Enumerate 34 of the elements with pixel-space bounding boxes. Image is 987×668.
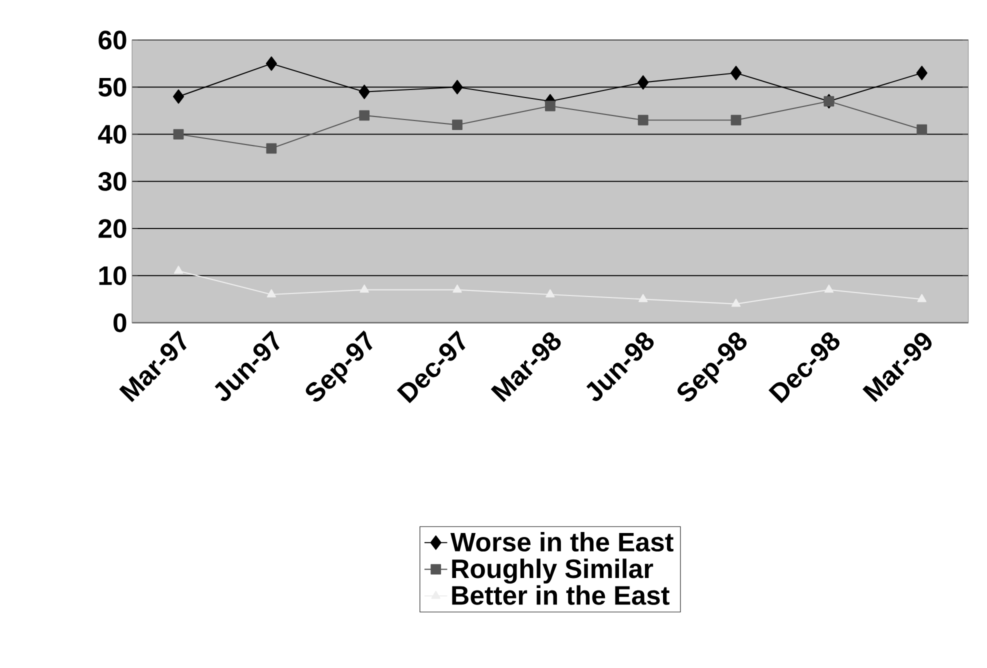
y-tick-label: 60	[98, 30, 126, 50]
y-tick-label: 0	[114, 313, 126, 332]
point	[731, 298, 741, 307]
point	[824, 284, 834, 293]
point	[638, 75, 649, 90]
y-tick-label: 30	[98, 172, 126, 191]
point	[544, 100, 556, 112]
y-tick-label: 40	[98, 124, 126, 144]
point	[174, 266, 184, 274]
y-tick-label: 20	[98, 218, 126, 238]
point	[638, 294, 648, 302]
point	[266, 289, 276, 298]
point	[452, 284, 462, 293]
point	[730, 114, 742, 126]
y-tick-label: 50	[98, 78, 126, 96]
point	[359, 110, 370, 121]
point	[730, 66, 742, 80]
point	[172, 89, 184, 104]
point	[266, 143, 277, 154]
point	[360, 284, 369, 293]
point	[916, 66, 928, 80]
legend-label: Better in the East	[452, 585, 670, 605]
point	[917, 294, 926, 302]
point	[638, 114, 648, 126]
point	[452, 80, 463, 94]
point	[452, 120, 462, 130]
point	[173, 128, 184, 140]
point	[266, 56, 277, 71]
legend-label: Roughly Similar	[452, 558, 654, 584]
point	[358, 84, 370, 99]
y-tick-label: 10	[99, 266, 126, 285]
point	[546, 289, 555, 298]
legend-label: Worse in the East	[450, 532, 674, 552]
point	[916, 124, 928, 135]
